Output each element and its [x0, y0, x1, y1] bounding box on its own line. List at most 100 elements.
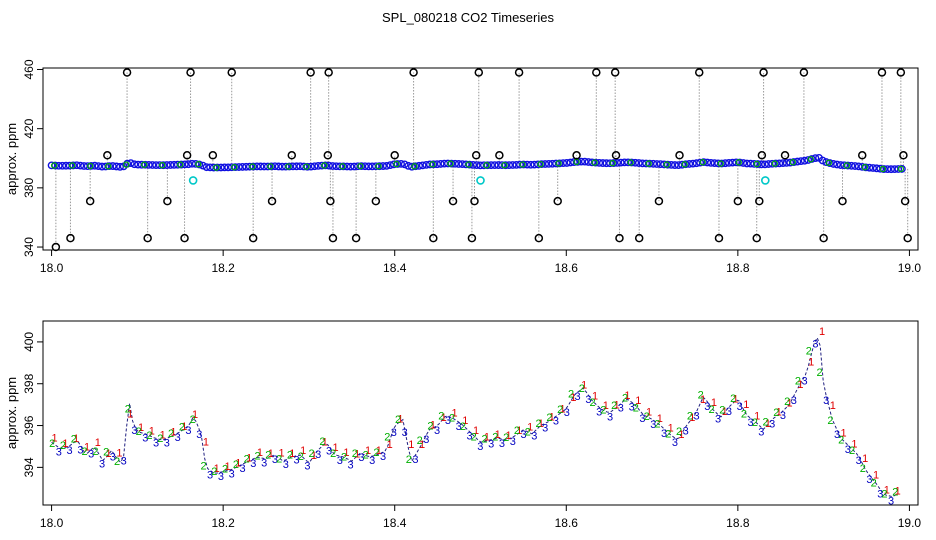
- series-1-marker: 1: [851, 438, 857, 450]
- series-3-marker: 3: [283, 459, 289, 471]
- outlier-point: [572, 151, 581, 160]
- trace-point: [865, 163, 874, 172]
- outlier-point: [900, 196, 910, 206]
- series-3-marker: 3: [488, 439, 494, 451]
- trace-point: [624, 158, 632, 167]
- outlier-point: [838, 196, 847, 206]
- trace-point: [325, 161, 333, 170]
- trace-point: [516, 160, 524, 169]
- series-2-marker: 2: [363, 450, 369, 462]
- series-1-marker: 1: [397, 414, 403, 426]
- series-1-marker: 1: [235, 458, 241, 470]
- series-3-marker: 3: [99, 458, 105, 470]
- series-3-marker: 3: [726, 406, 732, 418]
- series-2-marker: 2: [622, 393, 628, 405]
- series-2-marker: 2: [190, 414, 196, 426]
- series-3-marker: 3: [67, 445, 73, 457]
- trace-point: [562, 159, 571, 167]
- trace-point: [869, 164, 877, 172]
- series-2-marker: 2: [784, 396, 790, 408]
- series-3-marker: 3: [229, 468, 235, 480]
- series-1-marker: 1: [246, 452, 252, 464]
- trace-point: [90, 161, 99, 170]
- outlier-point: [757, 151, 767, 160]
- series-1-marker: 1: [484, 431, 490, 443]
- trace-point: [721, 159, 730, 168]
- top-x-tick-label: 18.0: [40, 261, 64, 275]
- series-1-marker: 1: [635, 395, 641, 407]
- series-2-marker: 2: [179, 421, 185, 433]
- trace-point: [858, 162, 867, 171]
- trace-point: [779, 159, 787, 168]
- bottom-plot-frame: [42, 320, 919, 506]
- top-x-tick-label: 19.0: [898, 261, 922, 275]
- trace-point: [447, 160, 454, 167]
- series-3-marker: 3: [239, 463, 245, 475]
- series-1-marker: 1: [516, 425, 522, 437]
- series-2-marker: 2: [384, 432, 390, 444]
- series-1-marker: 1: [127, 409, 133, 421]
- outlier-point: [474, 68, 484, 77]
- trace-point: [199, 161, 207, 170]
- outlier-point: [899, 151, 908, 160]
- series-3-marker: 3: [153, 437, 159, 449]
- series-2-marker: 2: [752, 417, 758, 429]
- trace-point: [861, 163, 869, 171]
- series-3-marker: 3: [693, 411, 699, 423]
- trace-point: [501, 161, 508, 169]
- trace-point: [148, 161, 157, 169]
- trace-point: [339, 163, 346, 170]
- series-2-marker: 2: [481, 434, 487, 446]
- series-3-marker: 3: [175, 432, 181, 444]
- series-3-marker: 3: [477, 441, 483, 453]
- series-1-marker: 1: [84, 442, 90, 454]
- series-2-marker: 2: [871, 477, 877, 489]
- series-1-marker: 1: [451, 408, 457, 420]
- series-3-marker: 3: [758, 427, 764, 439]
- series-3-marker: 3: [704, 401, 710, 413]
- trace-point: [382, 161, 391, 170]
- top-y-tick-label: 340: [22, 237, 36, 257]
- calibration-point: [476, 176, 485, 185]
- series-1-marker: 1: [192, 409, 198, 421]
- series-1-marker: 1: [333, 442, 339, 454]
- series-1-marker: 1: [170, 427, 176, 439]
- trace-point: [54, 161, 63, 170]
- outlier-point: [592, 68, 601, 77]
- series-3-marker: 3: [337, 455, 343, 467]
- bottom-y-axis-label: approx. ppm: [4, 377, 19, 449]
- outlier-point: [654, 196, 664, 206]
- series-3-marker: 3: [434, 425, 440, 437]
- trace-point: [76, 161, 85, 170]
- trace-point: [707, 158, 715, 167]
- trace-point: [271, 162, 279, 171]
- series-1-marker: 1: [538, 418, 544, 430]
- trace-point: [253, 162, 261, 171]
- trace-point: [454, 160, 463, 168]
- trace-point: [660, 160, 668, 169]
- series-2-marker: 2: [200, 461, 206, 473]
- outlier-point: [780, 151, 790, 160]
- series-3-marker: 3: [737, 401, 743, 413]
- trace-point: [480, 161, 488, 170]
- trace-point: [894, 165, 903, 173]
- series-1-marker: 1: [214, 463, 220, 475]
- outlier-point: [287, 151, 297, 160]
- trace-point: [879, 165, 887, 173]
- series-1-marker: 1: [646, 406, 652, 418]
- trace-point: [714, 159, 723, 168]
- series-3-marker: 3: [607, 411, 613, 423]
- trace-point: [645, 160, 652, 167]
- series-3-marker: 3: [250, 458, 256, 470]
- trace-point: [757, 160, 766, 169]
- series-1-marker: 1: [614, 400, 620, 412]
- top-x-tick-label: 18.6: [555, 261, 579, 275]
- outlier-point: [495, 151, 504, 160]
- series-1-marker: 1: [581, 380, 587, 392]
- outlier-point: [799, 68, 809, 77]
- trace-point: [112, 162, 121, 171]
- trace-point: [397, 159, 405, 168]
- trace-point: [429, 161, 436, 168]
- series-2-marker: 2: [676, 426, 682, 438]
- trace-point: [577, 157, 586, 166]
